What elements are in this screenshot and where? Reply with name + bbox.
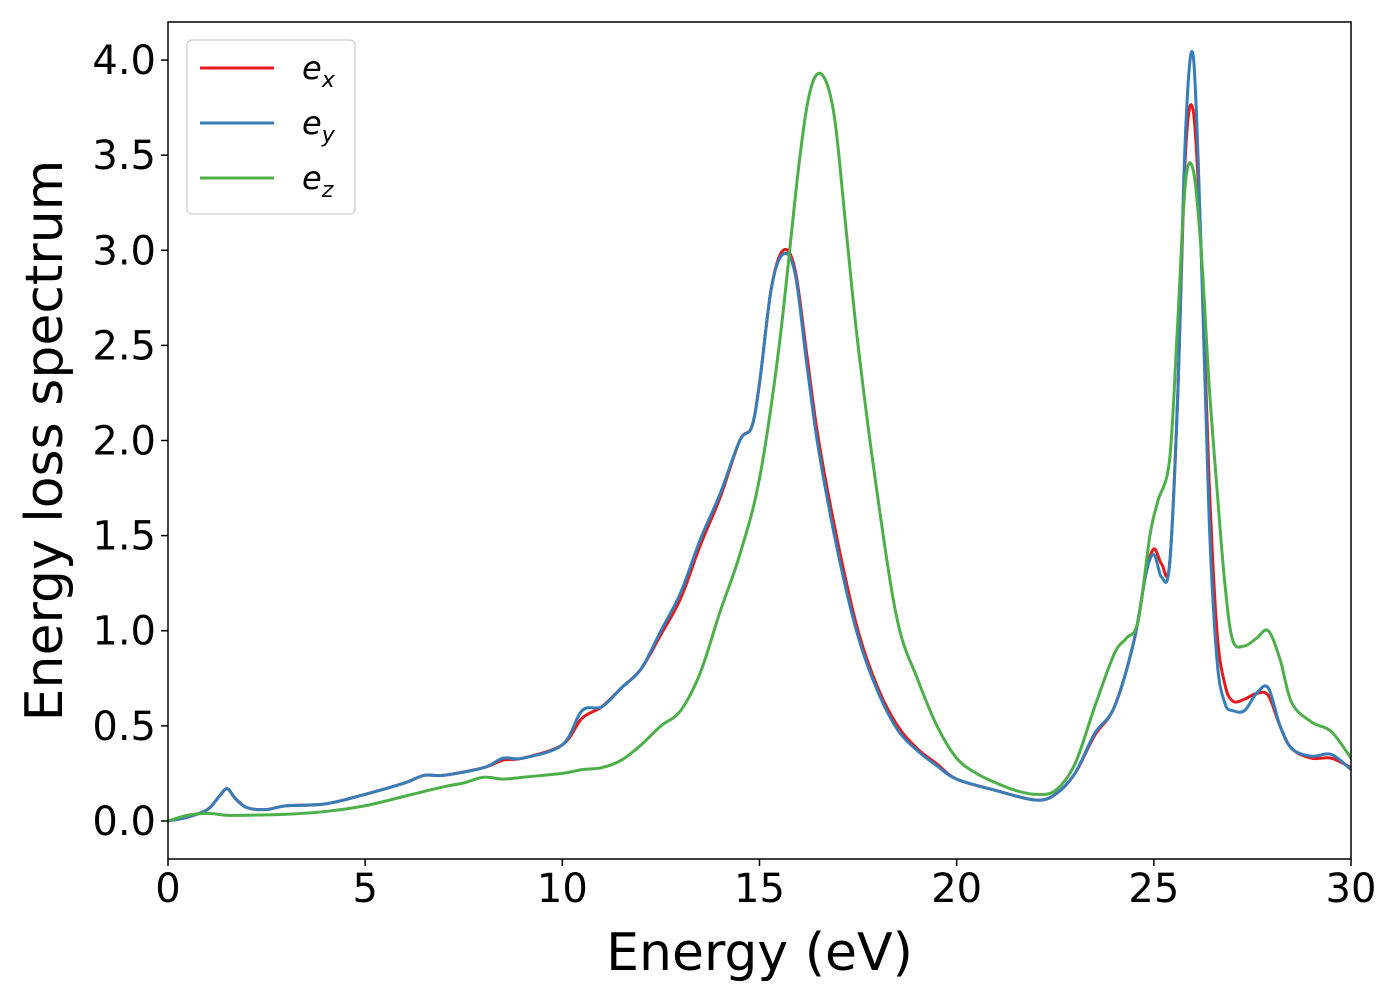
y-tick-label: 0.5: [92, 704, 156, 750]
legend-label-y: ey: [302, 104, 336, 148]
y-tick-label: 2.5: [92, 323, 156, 369]
y-axis-title: Energy loss spectrum: [15, 160, 75, 722]
y-axis-ticks: 0.0 0.5 1.0 1.5 2.0 2.5 3.0 3.5 4.0: [92, 38, 168, 845]
x-axis-ticks: 0 5 10 15 20 25 30: [155, 859, 1376, 912]
y-tick-label: 3.0: [92, 228, 156, 274]
x-tick-label: 20: [931, 866, 982, 912]
series-line-y: [168, 50, 1351, 823]
y-tick-label: 0.0: [92, 799, 156, 845]
x-axis-title: Energy (eV): [606, 923, 913, 983]
x-tick-label: 15: [734, 866, 785, 912]
y-tick-label: 4.0: [92, 38, 156, 84]
series-layer: [168, 50, 1351, 823]
y-tick-label: 1.0: [92, 609, 156, 655]
x-tick-label: 10: [537, 866, 588, 912]
legend-label-x: ex: [302, 49, 336, 93]
y-tick-label: 2.0: [92, 419, 156, 465]
x-tick-label: 25: [1128, 866, 1179, 912]
y-tick-label: 1.5: [92, 514, 156, 560]
legend-box: [186, 39, 356, 215]
legend-label-z: ez: [302, 159, 334, 203]
x-tick-label: 30: [1326, 866, 1377, 912]
y-tick-label: 3.5: [92, 133, 156, 179]
x-tick-label: 5: [352, 866, 377, 912]
x-tick-label: 0: [155, 866, 180, 912]
series-line-z: [168, 71, 1351, 823]
legend: ex ey ez: [186, 39, 356, 215]
